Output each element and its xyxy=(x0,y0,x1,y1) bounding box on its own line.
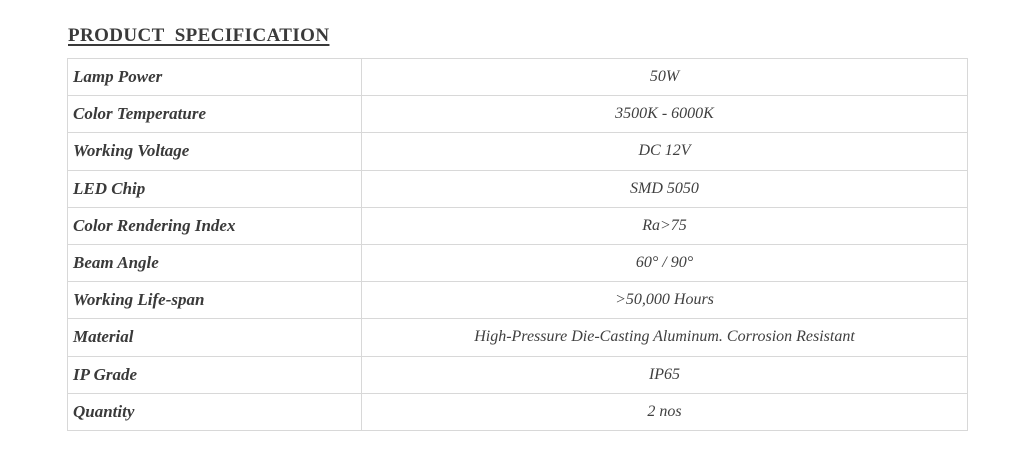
spec-value: >50,000 Hours xyxy=(361,281,968,320)
spec-value: SMD 5050 xyxy=(361,169,968,208)
page-title: PRODUCT SPECIFICATION xyxy=(68,25,330,46)
table-row: Material High-Pressure Die-Casting Alumin… xyxy=(67,318,968,357)
spec-label: IP Grade xyxy=(67,355,362,394)
product-spec-table: Lamp Power 50W Color Temperature 3500K - 60… xyxy=(67,57,968,431)
spec-value: High-Pressure Die-Casting Aluminum. Corr… xyxy=(361,318,968,357)
spec-value: 3500K - 6000K xyxy=(361,95,968,134)
spec-value: 2 nos xyxy=(361,392,968,431)
spec-label: Working Voltage xyxy=(67,132,362,171)
table-row: Quantity 2 nos xyxy=(67,392,968,431)
spec-label: Quantity xyxy=(67,392,362,431)
table-row: Working Voltage DC 12V xyxy=(67,132,968,171)
spec-value: DC 12V xyxy=(361,132,968,171)
table-row: Color Temperature 3500K - 6000K xyxy=(67,95,968,134)
spec-label: Material xyxy=(67,318,362,357)
spec-value: 50W xyxy=(361,57,968,97)
table-row: Color Rendering Index Ra>75 xyxy=(67,206,968,245)
table-row: Beam Angle 60° / 90° xyxy=(67,243,968,283)
spec-label: Working Life-span xyxy=(67,281,362,320)
spec-table-body: Lamp Power 50W Color Temperature 3500K - 60… xyxy=(67,57,968,431)
table-row: IP Grade IP65 xyxy=(67,355,968,394)
table-row: Lamp Power 50W xyxy=(67,57,968,97)
spec-value: 60° / 90° xyxy=(361,243,968,283)
table-row: Working Life-span >50,000 Hours xyxy=(67,281,968,320)
table-row: LED Chip SMD 5050 xyxy=(67,169,968,208)
spec-value: Ra>75 xyxy=(361,206,968,245)
spec-label: Color Rendering Index xyxy=(67,206,362,245)
spec-label: Beam Angle xyxy=(67,243,362,283)
spec-label: Color Temperature xyxy=(67,95,362,134)
spec-label: LED Chip xyxy=(67,169,362,208)
spec-label: Lamp Power xyxy=(67,57,362,97)
spec-value: IP65 xyxy=(361,355,968,394)
